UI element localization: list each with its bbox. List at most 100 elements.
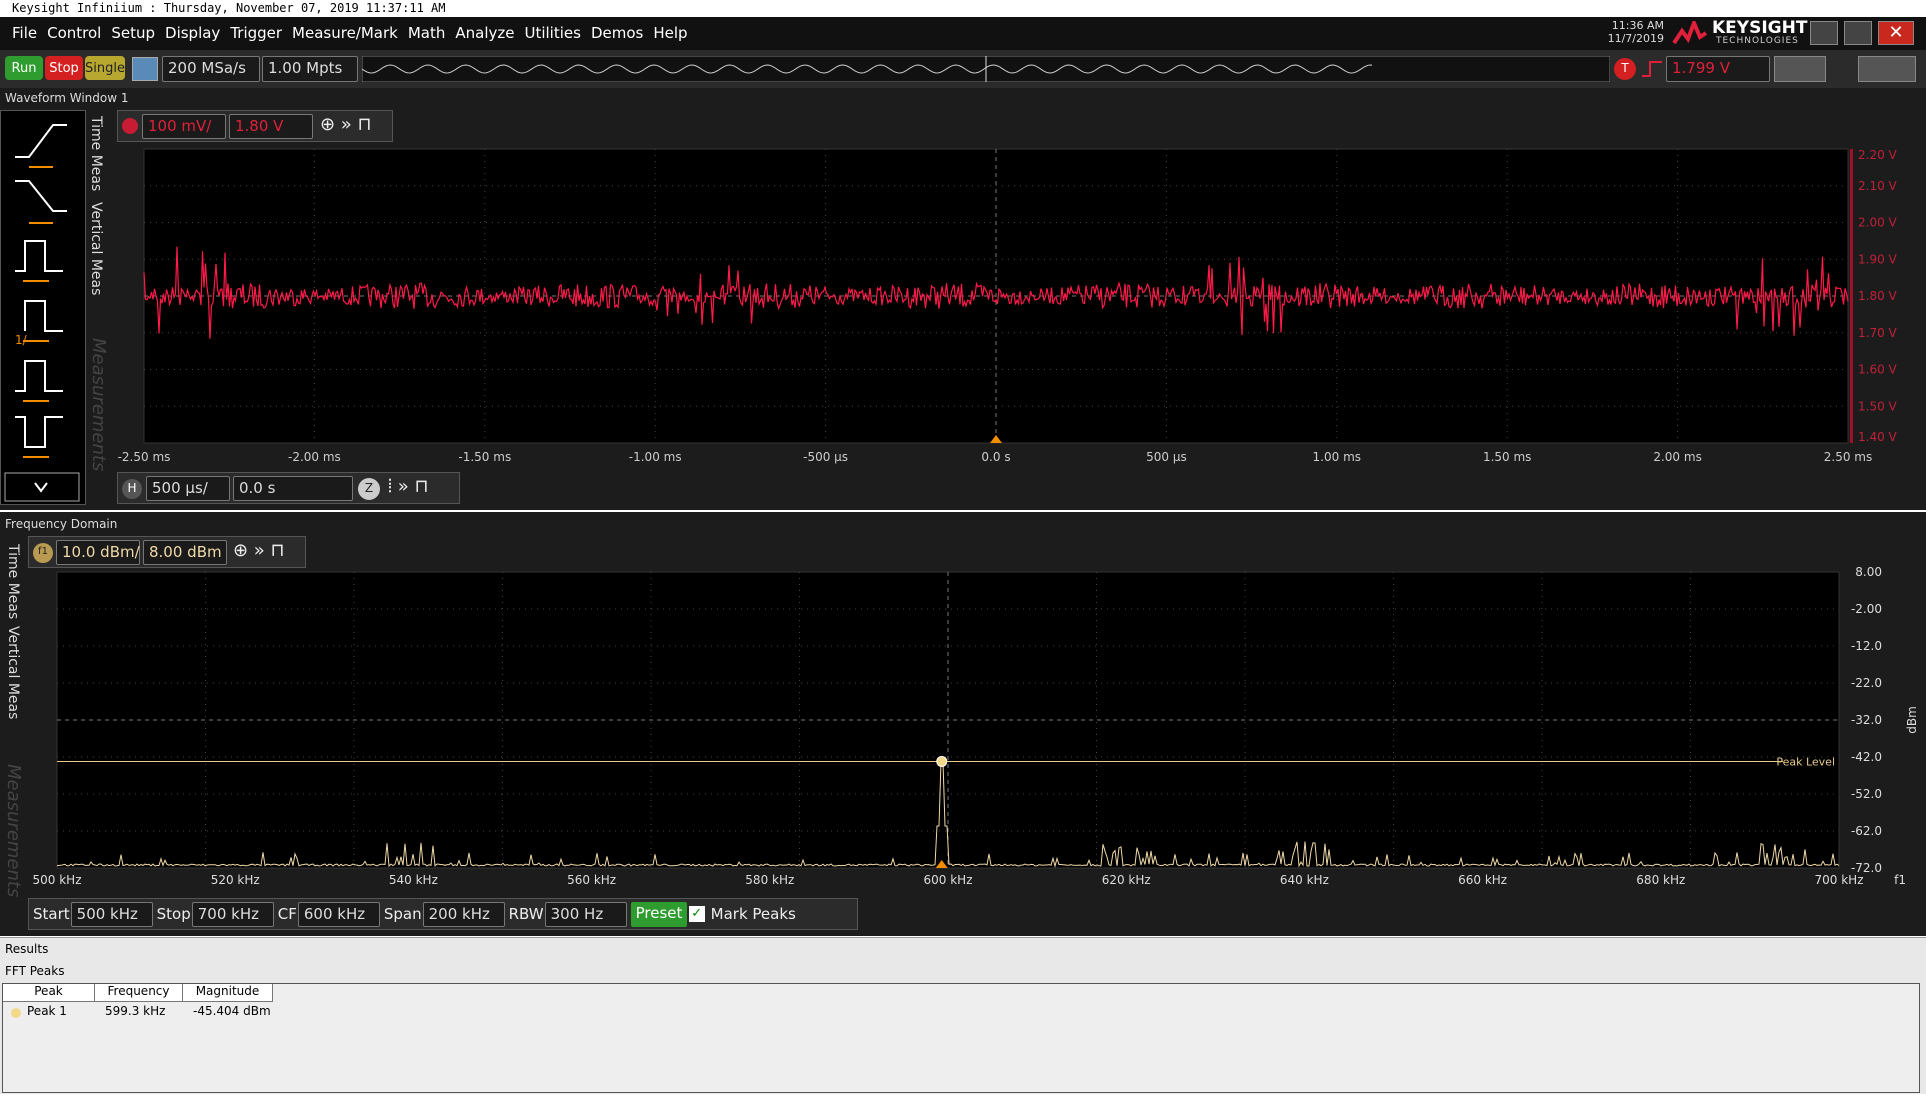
function-scale[interactable]: 10.0 dBm/ (56, 540, 140, 565)
x-axis-label: -2.50 ms (118, 450, 171, 464)
zoom-button[interactable]: Z (358, 478, 380, 500)
menu-item[interactable]: Setup (111, 24, 156, 42)
menu-item[interactable]: Analyze (455, 24, 515, 42)
menu-item[interactable]: Utilities (524, 24, 581, 42)
tab-time-meas[interactable]: Time Meas (88, 116, 104, 192)
x-axis-label: -1.00 ms (629, 450, 682, 464)
function-ref[interactable]: 8.00 dBm (143, 540, 227, 565)
control-value[interactable]: 200 kHz (422, 902, 505, 927)
tab-vertical-meas[interactable]: Vertical Meas (88, 202, 104, 296)
undo-redo[interactable] (1774, 56, 1826, 82)
y-axis-label: -42.0 (1851, 750, 1882, 764)
y-axis-label: 1.40 V (1858, 430, 1898, 444)
single-button[interactable]: Single (85, 56, 125, 80)
window-title: Waveform Window 1 (5, 91, 129, 105)
maximize-button[interactable] (1844, 21, 1872, 45)
y-axis-label: 2.00 V (1858, 216, 1898, 230)
memory-depth[interactable]: 1.00 Mpts (262, 56, 358, 82)
row-marker (11, 1008, 21, 1018)
close-button[interactable]: ✕ (1878, 21, 1914, 45)
tab-measurements[interactable]: Measurements (88, 338, 109, 472)
tab-time-meas[interactable]: Time Meas (5, 544, 21, 620)
menu-item[interactable]: Measure/Mark (292, 24, 398, 42)
peak-marker (936, 755, 948, 767)
menu-item[interactable]: Control (47, 24, 102, 42)
brand-sub: TECHNOLOGIES (1716, 36, 1799, 46)
minimize-button[interactable] (1810, 21, 1838, 45)
y-axis-label: 1.80 V (1858, 289, 1898, 303)
x-axis-label: 540 kHz (389, 873, 438, 887)
control-value[interactable]: 700 kHz (191, 902, 274, 927)
horizontal-badge[interactable]: H (122, 479, 142, 499)
timebase[interactable]: 500 µs/ (146, 476, 230, 501)
tab-vertical-meas[interactable]: Vertical Meas (5, 626, 21, 720)
column-header: Frequency (95, 984, 183, 1002)
column-header: Peak (3, 984, 95, 1002)
preset-button[interactable]: Preset (630, 902, 688, 927)
y-axis-label: -12.0 (1851, 639, 1882, 653)
function-more[interactable]: ⊕ » ⊓ (233, 540, 285, 561)
menu-item[interactable]: Help (653, 24, 688, 42)
control-value[interactable]: 600 kHz (297, 902, 380, 927)
x-axis-label: 620 kHz (1102, 873, 1151, 887)
autoscale-button[interactable] (132, 57, 158, 81)
x-axis-label: 2.50 ms (1824, 450, 1872, 464)
trigger-level[interactable]: 1.799 V (1666, 56, 1770, 82)
y-axis-label: 1.90 V (1858, 252, 1898, 266)
spectrum-trace (56, 760, 1840, 868)
results-tab[interactable]: FFT Peaks (5, 964, 65, 978)
x-axis-label: 560 kHz (567, 873, 616, 887)
vertical-offset[interactable]: 1.80 V (229, 114, 313, 139)
control-value[interactable]: 500 kHz (70, 902, 153, 927)
x-axis-label: 1.50 ms (1483, 450, 1531, 464)
y-axis-label: 1.70 V (1858, 326, 1898, 340)
trigger-badge[interactable]: T (1614, 58, 1636, 80)
stop-button[interactable]: Stop (45, 56, 83, 80)
horizontal-more[interactable]: ⦙ » ⊓ (388, 476, 429, 497)
tab-measurements[interactable]: Measurements (3, 764, 24, 898)
control-label: Start (33, 905, 70, 923)
y-axis-label: 8.00 (1855, 565, 1882, 579)
control-label: CF (277, 905, 297, 923)
clock-date: 11/7/2019 (1607, 32, 1664, 45)
window-title: Keysight Infiniium : Thursday, November … (12, 1, 446, 15)
x-axis-source: f1 (1894, 873, 1906, 887)
horizontal-controls: H 500 µs/ 0.0 s Z ⦙ » ⊓ (117, 472, 460, 504)
x-axis-label: 1.00 ms (1313, 450, 1361, 464)
channel-badge[interactable] (122, 118, 138, 134)
waveform-trace (143, 246, 1849, 339)
mark-peaks-checkbox[interactable]: ✓ (688, 906, 705, 922)
function-badge[interactable]: f1 (33, 543, 53, 563)
measure-palette: 1/ (0, 110, 86, 505)
channel-controls: 100 mV/ 1.80 V ⊕ » ⊓ (117, 110, 393, 142)
results-panel: Results FFT Peaks Peak Frequency Magnitude… (0, 937, 1926, 1094)
menu-item[interactable]: File (12, 24, 38, 42)
fft-controls: Start 500 kHz Stop 700 kHz CF 600 kHz Span 200 … (28, 898, 858, 930)
x-axis-label: 2.00 ms (1653, 450, 1701, 464)
channel-more[interactable]: ⊕ » ⊓ (320, 114, 372, 135)
y-axis-label: -52.0 (1851, 787, 1882, 801)
vertical-scale[interactable]: 100 mV/ (142, 114, 226, 139)
run-button[interactable]: Run (5, 56, 43, 80)
sample-rate[interactable]: 200 MSa/s (162, 56, 260, 82)
x-axis-label: 500 µs (1146, 450, 1187, 464)
control-value[interactable]: 300 Hz (544, 902, 627, 927)
spectrum-plot: 8.00 -2.00 -12.0 -22.0 -32.0 -42.0 -52.0 -62.0 -… (33, 565, 1920, 887)
y-axis-label: -32.0 (1851, 713, 1882, 727)
clock-time: 11:36 AM (1611, 19, 1664, 32)
menu-item[interactable]: Demos (590, 24, 644, 42)
menu-item[interactable]: Display (165, 24, 221, 42)
menu-item[interactable]: Math (407, 24, 446, 42)
waveform-window: Waveform Window 1 1/ Time Meas Vertical … (0, 88, 1926, 510)
menu-item[interactable]: Trigger (230, 24, 283, 42)
trigger-edge-icon (1642, 61, 1662, 77)
x-axis-label: 660 kHz (1458, 873, 1507, 887)
y-axis-label: -2.00 (1851, 602, 1882, 616)
x-axis-label: -1.50 ms (458, 450, 511, 464)
control-label: RBW (508, 905, 544, 923)
overview-strip (362, 56, 1610, 82)
measure-tool[interactable] (1858, 56, 1916, 82)
brand-logo (1672, 21, 1708, 45)
delay[interactable]: 0.0 s (233, 476, 353, 501)
mark-peaks-label[interactable]: Mark Peaks (710, 905, 796, 923)
